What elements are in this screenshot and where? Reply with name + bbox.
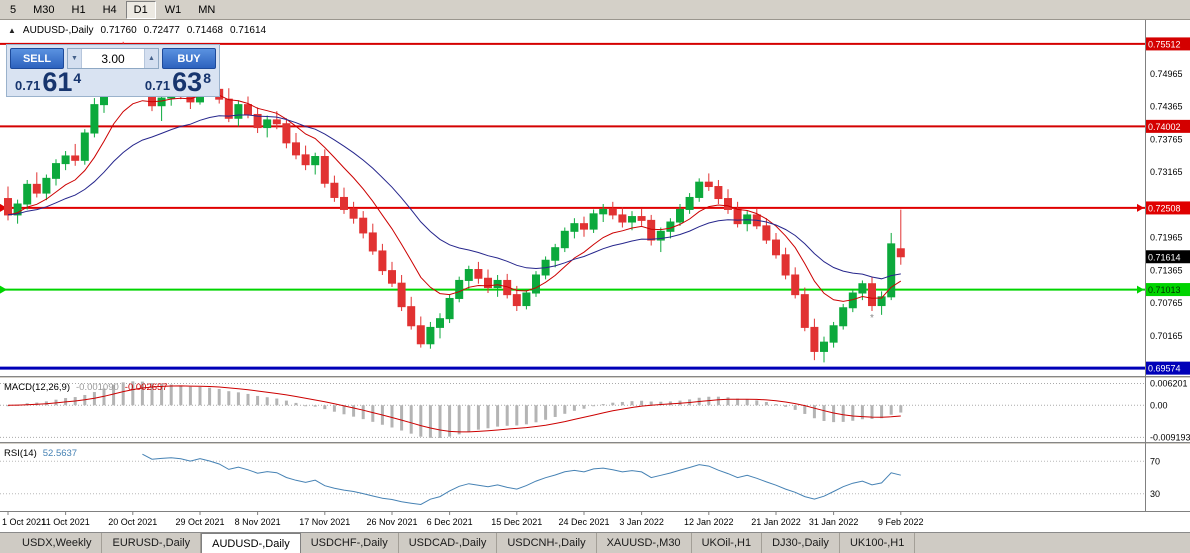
- svg-text:11 Oct 2021: 11 Oct 2021: [41, 517, 89, 527]
- chart-tab-usdcnh-daily[interactable]: USDCNH-,Daily: [497, 533, 597, 553]
- chart-title: ▲ AUDUSD-,Daily 0.71760 0.72477 0.71468 …: [8, 25, 266, 36]
- hline-left-arrow-icon: [0, 285, 7, 294]
- svg-text:0.70165: 0.70165: [1150, 331, 1183, 341]
- svg-text:1 Oct 2021: 1 Oct 2021: [2, 517, 46, 527]
- rsi-title: RSI(14) 52.5637: [4, 448, 77, 459]
- rsi-line: [142, 453, 901, 506]
- svg-text:0.71013: 0.71013: [1148, 285, 1181, 295]
- sell-button[interactable]: SELL: [10, 48, 64, 69]
- sell-price-point: 4: [73, 70, 82, 86]
- candlestick-chart[interactable]: * 0.74965 0.74365 0.73765 0.73165 0.71965 0.71…: [0, 20, 1190, 532]
- svg-text:26 Nov 2021: 26 Nov 2021: [366, 517, 417, 527]
- chart-window[interactable]: * 0.74965 0.74365 0.73765 0.73165 0.71965 0.71…: [0, 20, 1190, 532]
- timeframe-button-h1[interactable]: H1: [64, 1, 94, 19]
- price-label-box: [1146, 250, 1190, 264]
- svg-text:0.71365: 0.71365: [1150, 265, 1183, 275]
- one-click-trading-panel: SELL ▼ ▲ BUY 0.71 61 4 0.71 63 8: [6, 44, 220, 97]
- one-click-buttons-row: SELL ▼ ▲ BUY: [10, 48, 216, 69]
- svg-text:-0.009193: -0.009193: [1150, 432, 1190, 442]
- chart-tab-usdchf-daily[interactable]: USDCHF-,Daily: [301, 533, 399, 553]
- ohlc-open: 0.71760: [100, 25, 137, 36]
- svg-text:*: *: [870, 313, 874, 324]
- volume-decrease-button[interactable]: ▼: [68, 49, 82, 68]
- one-click-prices-row: 0.71 61 4 0.71 63 8: [10, 67, 216, 97]
- volume-input[interactable]: [82, 49, 144, 68]
- sell-price-pips: 61: [42, 67, 73, 97]
- chart-tab-xauusd-m30[interactable]: XAUUSD-,M30: [597, 533, 692, 553]
- svg-text:8 Nov 2021: 8 Nov 2021: [235, 517, 281, 527]
- chart-symbol-period: AUDUSD-,Daily: [22, 25, 94, 36]
- price-label-box: [1146, 201, 1190, 215]
- chart-tabs-bar: USDX,Weekly EURUSD-,Daily AUDUSD-,Daily USD…: [0, 532, 1190, 553]
- svg-text:3 Jan 2022: 3 Jan 2022: [619, 517, 664, 527]
- svg-text:0.74002: 0.74002: [1148, 122, 1181, 132]
- hline-right-arrow-icon: [1137, 203, 1144, 212]
- ohlc-low: 0.71468: [186, 25, 223, 36]
- chart-tab-audusd-daily[interactable]: AUDUSD-,Daily: [201, 533, 301, 553]
- buy-price: 0.71 63 8: [144, 67, 211, 97]
- timeframe-button-h4[interactable]: H4: [95, 1, 125, 19]
- chart-tab-usdcad-daily[interactable]: USDCAD-,Daily: [399, 533, 498, 553]
- svg-text:21 Jan 2022: 21 Jan 2022: [751, 517, 801, 527]
- price-label-box: [1146, 283, 1190, 297]
- chart-tab-usdx-weekly[interactable]: USDX,Weekly: [12, 533, 103, 553]
- chart-tab-ukoil-h1[interactable]: UKOil-,H1: [692, 533, 763, 553]
- price-label-box: [1146, 37, 1190, 51]
- svg-text:30: 30: [1150, 489, 1160, 499]
- svg-text:0.71965: 0.71965: [1150, 233, 1183, 243]
- svg-text:0.72508: 0.72508: [1148, 203, 1181, 213]
- svg-text:20 Oct 2021: 20 Oct 2021: [108, 517, 157, 527]
- svg-text:15 Dec 2021: 15 Dec 2021: [491, 517, 542, 527]
- sell-price: 0.71 61 4: [15, 67, 82, 97]
- svg-text:0.75512: 0.75512: [1148, 39, 1181, 49]
- timeframe-button-mn[interactable]: MN: [190, 1, 223, 19]
- svg-text:0.69574: 0.69574: [1148, 364, 1181, 374]
- sell-price-major: 0.71: [15, 78, 41, 93]
- svg-text:31 Jan 2022: 31 Jan 2022: [809, 517, 859, 527]
- svg-text:0.73165: 0.73165: [1150, 167, 1183, 177]
- svg-text:0.73765: 0.73765: [1150, 134, 1183, 144]
- ohlc-close: 0.71614: [229, 25, 267, 36]
- price-label-box: [1146, 119, 1190, 133]
- volume-control: ▼ ▲: [67, 48, 159, 69]
- svg-text:9 Feb 2022: 9 Feb 2022: [878, 517, 924, 527]
- svg-text:29 Oct 2021: 29 Oct 2021: [175, 517, 224, 527]
- timeframe-button-5[interactable]: 5: [2, 1, 24, 19]
- svg-text:0.74965: 0.74965: [1150, 69, 1183, 79]
- buy-price-point: 8: [203, 70, 211, 86]
- svg-text:0.00: 0.00: [1150, 400, 1168, 410]
- timeframe-button-w1[interactable]: W1: [157, 1, 190, 19]
- collapse-panel-icon[interactable]: ▲: [8, 25, 16, 35]
- timeframe-button-m30[interactable]: M30: [25, 1, 62, 19]
- macd-title: MACD(12,26,9) -0.001090 -0.002657: [4, 382, 168, 393]
- chart-canvas: * 0.74965 0.74365 0.73765 0.73165 0.71965 0.71…: [0, 20, 1190, 532]
- ohlc-high: 0.72477: [143, 25, 180, 36]
- price-label-box: [1146, 361, 1190, 375]
- chart-tab-eurusd-daily[interactable]: EURUSD-,Daily: [102, 533, 202, 553]
- hline-right-arrow-icon: [1137, 285, 1144, 294]
- chart-tab-uk100-h1[interactable]: UK100-,H1: [840, 533, 916, 553]
- buy-price-pips: 63: [172, 67, 203, 97]
- buy-button[interactable]: BUY: [162, 48, 216, 69]
- svg-text:0.006201: 0.006201: [1150, 379, 1188, 389]
- hline-left-arrow-icon: [0, 203, 7, 212]
- buy-price-major: 0.71: [144, 78, 171, 93]
- chart-tab-dj30-daily[interactable]: DJ30-,Daily: [762, 533, 840, 553]
- timeframe-button-d1[interactable]: D1: [125, 0, 156, 19]
- svg-text:24 Dec 2021: 24 Dec 2021: [558, 517, 609, 527]
- macd-layer: [6, 381, 903, 438]
- svg-text:17 Nov 2021: 17 Nov 2021: [299, 517, 350, 527]
- svg-text:70: 70: [1150, 456, 1160, 466]
- svg-text:0.74365: 0.74365: [1150, 102, 1183, 112]
- svg-text:0.71614: 0.71614: [1148, 252, 1181, 262]
- moving-average-9: [7, 93, 902, 302]
- svg-text:12 Jan 2022: 12 Jan 2022: [684, 517, 734, 527]
- svg-text:6 Dec 2021: 6 Dec 2021: [427, 517, 473, 527]
- svg-text:0.70765: 0.70765: [1150, 298, 1183, 308]
- moving-average-21: [7, 114, 901, 280]
- volume-increase-button[interactable]: ▲: [144, 49, 158, 68]
- timeframe-toolbar: 5 M30 H1 H4 D1 W1 MN: [0, 0, 1190, 20]
